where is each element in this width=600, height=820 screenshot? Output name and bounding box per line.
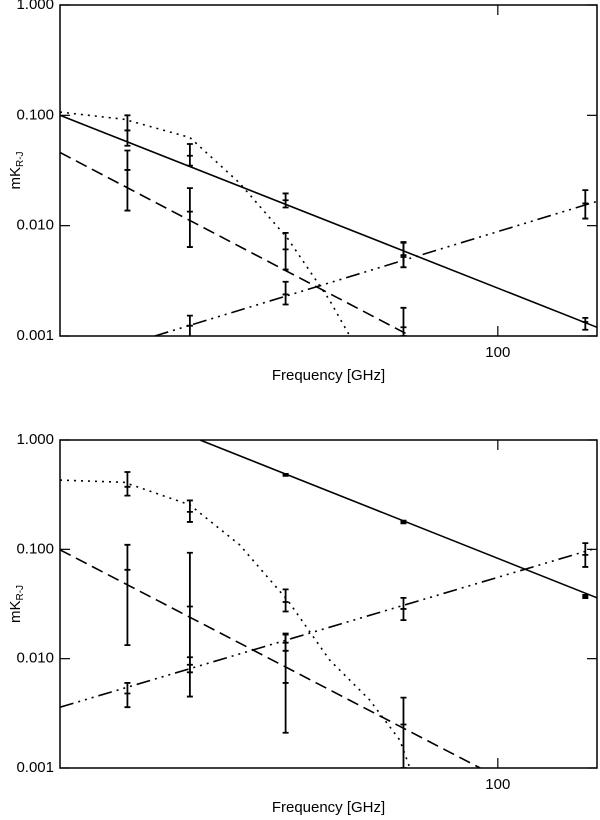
error-bar [124, 471, 131, 497]
error-bar [124, 543, 131, 647]
curves [60, 111, 597, 336]
model-curve [60, 151, 411, 336]
error-bar [186, 499, 193, 523]
error-bar [400, 519, 407, 525]
error-bar [582, 594, 589, 600]
error-bar [282, 192, 289, 209]
error-bar [282, 633, 289, 652]
error-bar [582, 316, 589, 331]
y-tick-label: 1.000 [16, 431, 54, 448]
x-tick-label: 100 [485, 776, 510, 793]
model-curve [60, 114, 597, 329]
error-bar [400, 596, 407, 622]
error-bar [124, 114, 131, 147]
y-tick-label: 0.001 [16, 759, 54, 776]
error-bar [186, 551, 193, 698]
error-bar [282, 280, 289, 306]
error-bars [124, 471, 589, 768]
error-bar [124, 149, 131, 212]
model-curve [60, 549, 481, 768]
error-bars [124, 114, 589, 336]
y-tick-label: 0.100 [16, 106, 54, 123]
error-bar [186, 143, 193, 167]
error-bar [186, 656, 193, 674]
error-bar [582, 189, 589, 220]
model-curve [154, 200, 597, 336]
model-curve [199, 440, 597, 599]
error-bar [186, 314, 193, 336]
model-curve [60, 479, 411, 768]
error-bar [282, 632, 289, 734]
model-curve [60, 547, 597, 708]
y-axis-label: mKR-J [7, 585, 26, 623]
x-axis-label: Frequency [GHz] [272, 367, 385, 384]
plot-frame [59, 439, 598, 769]
y-tick-label: 0.100 [16, 540, 54, 557]
y-tick-label: 0.001 [16, 327, 54, 344]
error-bar [400, 696, 407, 768]
y-axis-label-subscript: R-J [15, 151, 26, 167]
error-bar [124, 682, 131, 709]
panel: 0.001 0.010 0.100 1.000 100 Frequency [GHz] mK… [7, 431, 598, 816]
error-bar [186, 187, 193, 248]
y-axis-label-main: mK [7, 601, 24, 624]
x-axis-label: Frequency [GHz] [272, 799, 385, 816]
y-axis-label-main: mK [7, 167, 24, 190]
x-tick-label: 100 [485, 344, 510, 361]
model-curve [60, 111, 351, 336]
y-tick-label: 1.000 [16, 0, 54, 13]
error-bar [282, 588, 289, 613]
error-bar [282, 231, 289, 271]
y-axis-label-subscript: R-J [15, 585, 26, 601]
panel: 0.001 0.010 0.100 1.000 100 Frequency [GHz] mK… [7, 0, 598, 384]
curves [60, 440, 597, 768]
plot-frame [59, 4, 598, 337]
y-tick-label: 0.010 [16, 650, 54, 667]
error-bar [400, 306, 407, 336]
error-bar [582, 542, 589, 568]
y-tick-label: 0.010 [16, 217, 54, 234]
y-axis-label: mKR-J [7, 151, 26, 189]
error-bar [282, 472, 289, 477]
error-bar [400, 241, 407, 269]
